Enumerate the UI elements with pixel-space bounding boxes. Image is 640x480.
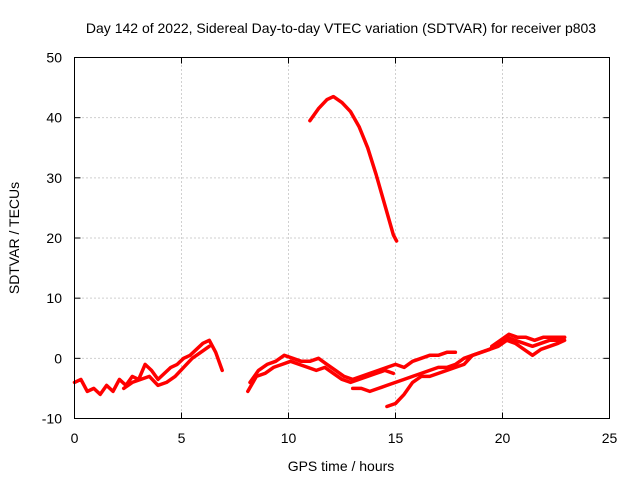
y-tick-label: -10 — [42, 411, 62, 427]
series-line-arc-2 — [121, 344, 212, 391]
y-tick-labels: -10 0 10 20 30 40 50 — [42, 50, 62, 427]
x-tick-label: 5 — [178, 430, 186, 446]
grid — [74, 57, 610, 419]
y-tick-label: 0 — [54, 350, 62, 366]
x-tick-label: 0 — [71, 430, 79, 446]
series-line-arc-1 — [72, 338, 224, 397]
y-tick-label: 40 — [46, 110, 62, 126]
series-line-arc-4 — [248, 350, 458, 385]
x-tick-label: 25 — [602, 430, 618, 446]
x-tick-label: 15 — [388, 430, 404, 446]
y-tick-label: 20 — [46, 230, 62, 246]
x-tick-labels: 0 5 10 15 20 25 — [71, 430, 618, 446]
chart-title: Day 142 of 2022, Sidereal Day-to-day VTE… — [86, 20, 596, 36]
series-line-arc-8 — [490, 332, 567, 349]
y-tick-label: 50 — [46, 50, 62, 66]
data-series — [72, 94, 567, 409]
series-line-arc-7 — [350, 335, 567, 394]
y-tick-label: 30 — [46, 170, 62, 186]
y-axis-label: SDTVAR / TECUs — [6, 182, 22, 294]
series-line-arc-5 — [308, 94, 399, 243]
plot-frame — [74, 57, 610, 419]
x-axis-label: GPS time / hours — [288, 458, 395, 474]
series-line-arc-6 — [385, 338, 567, 409]
x-tick-label: 20 — [495, 430, 511, 446]
y-tick-label: 10 — [46, 290, 62, 306]
series-line-arc-3 — [246, 359, 396, 394]
x-tick-label: 10 — [281, 430, 297, 446]
